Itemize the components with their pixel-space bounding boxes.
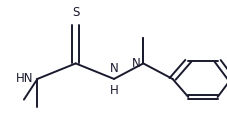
Text: N: N: [132, 57, 141, 70]
Text: H: H: [109, 84, 118, 97]
Text: N: N: [109, 62, 118, 75]
Text: HN: HN: [15, 72, 33, 85]
Text: S: S: [72, 6, 79, 20]
